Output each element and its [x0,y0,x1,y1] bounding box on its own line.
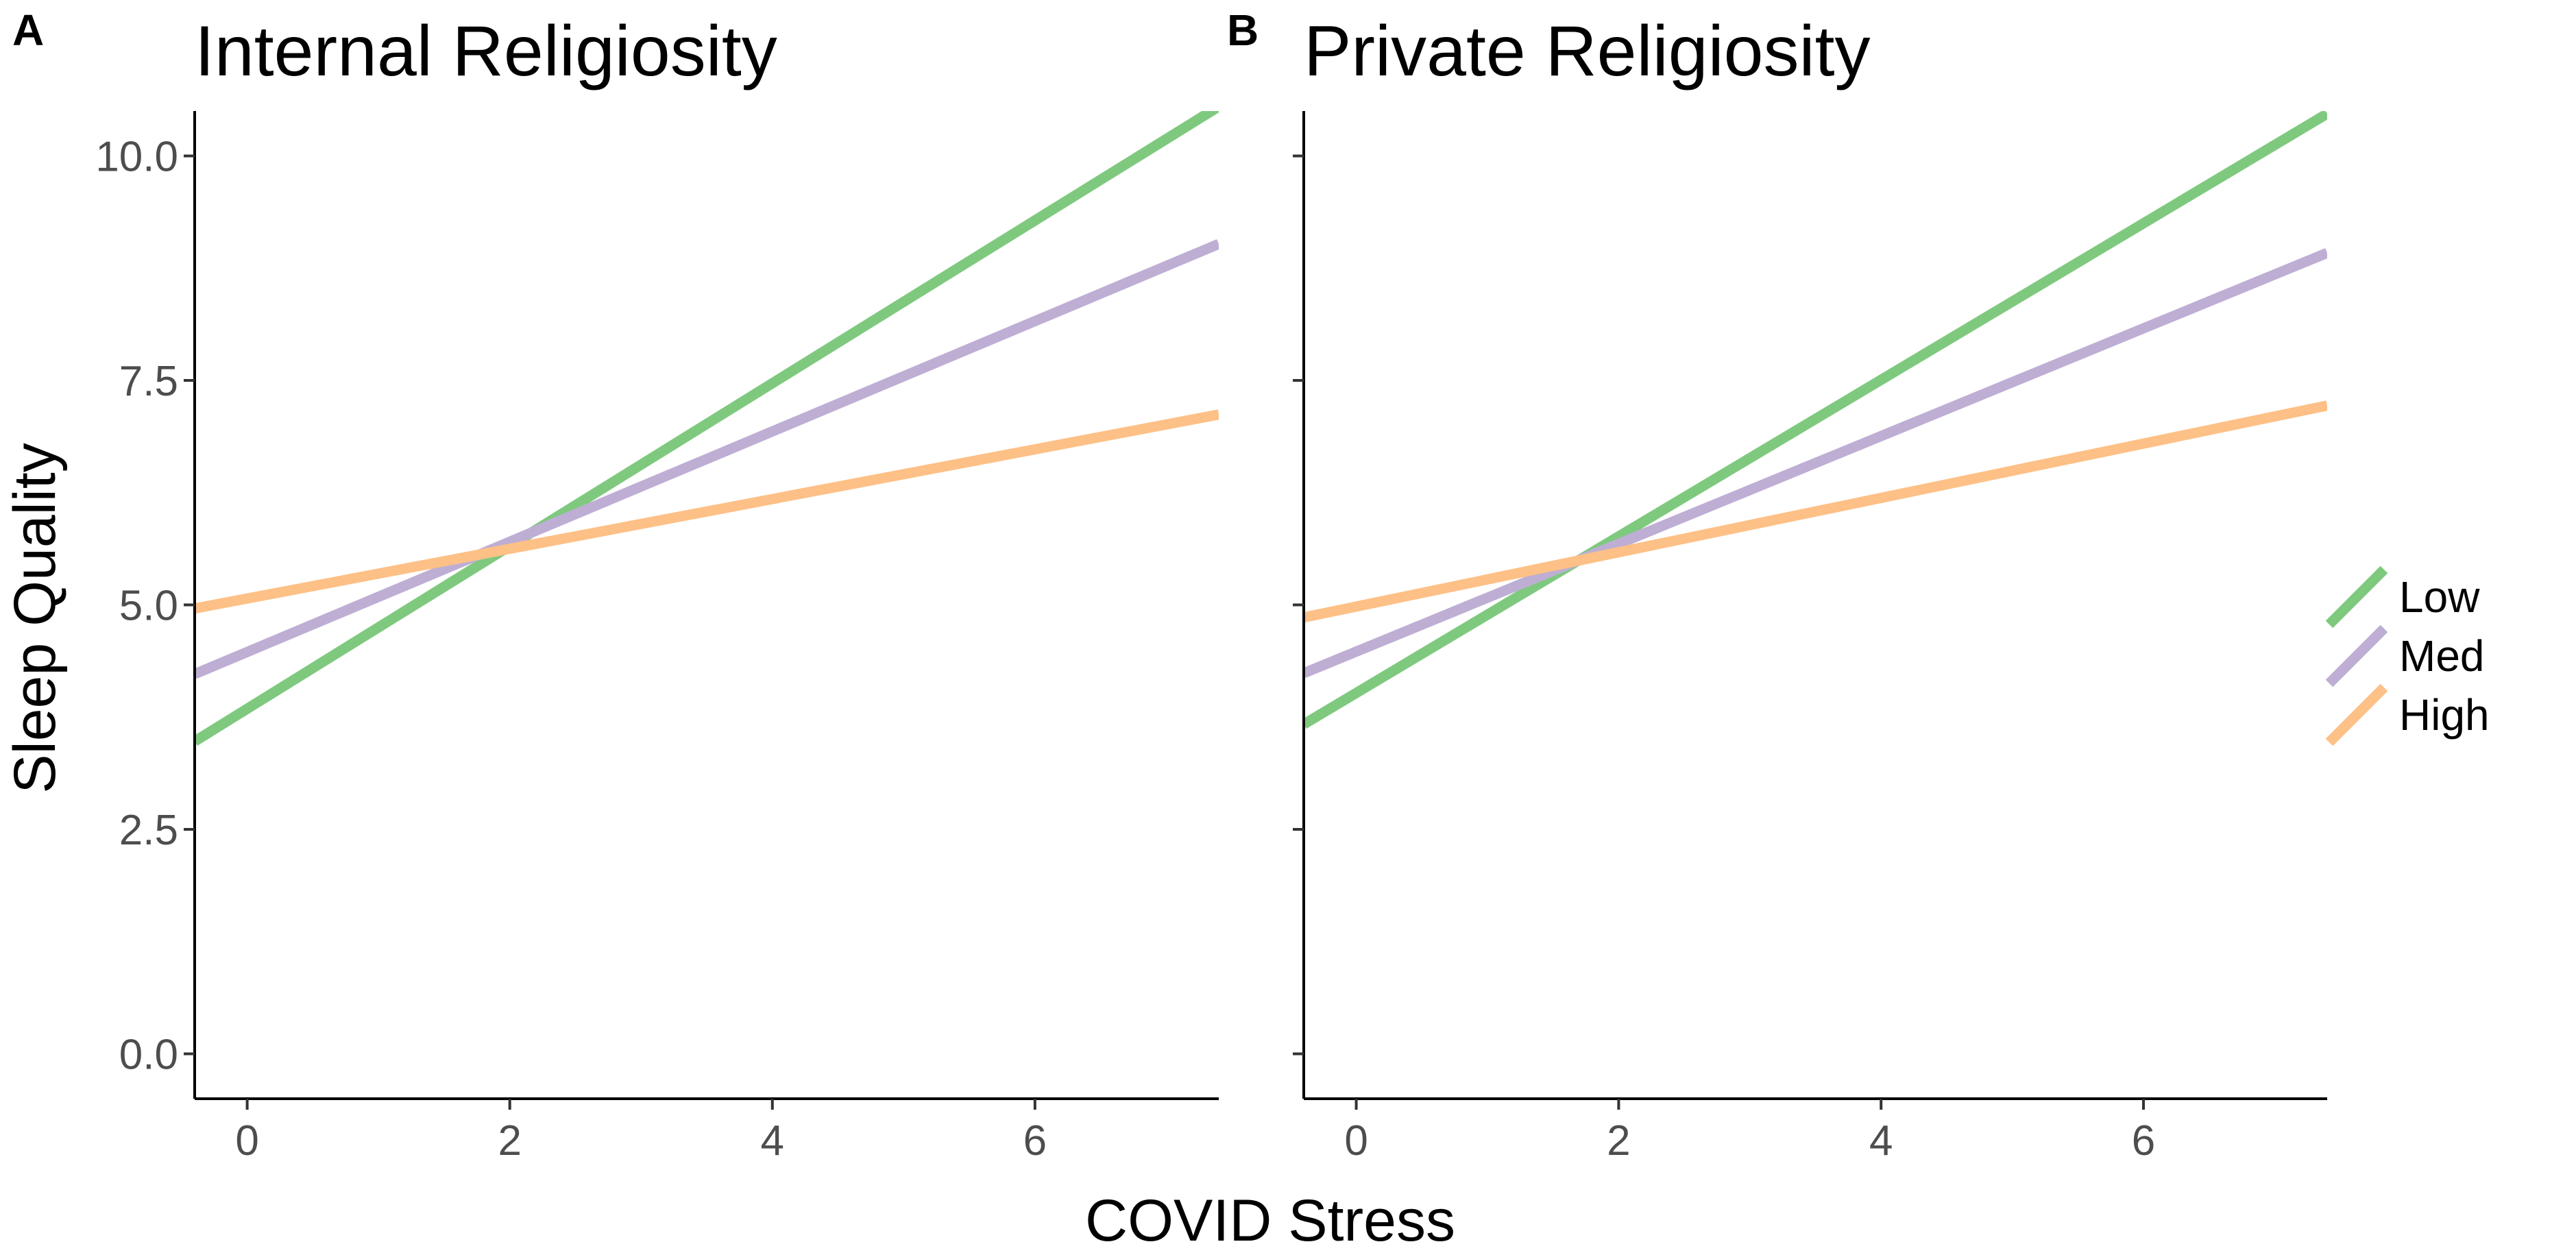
series-line-med [1304,248,2327,679]
x-axis-title: COVID Stress [1085,1188,1455,1254]
y-tick-label: 5.0 [119,583,178,630]
series-line-low [195,111,1219,746]
x-tick-label: 2 [1607,1117,1630,1165]
panel-b-plot: 0 2 4 6 [1293,111,2327,1165]
x-tick-label: 6 [1023,1117,1047,1165]
panel-b-letter: B [1227,5,1259,55]
panel-a-plot: 0 2 4 6 0.0 2.5 5.0 7.5 10.0 [95,111,1219,1165]
series-group [195,111,1219,746]
y-tick-label: 7.5 [119,358,178,405]
legend-label-med: Med [2399,631,2485,681]
panel-b: B Private Religiosity 0 2 4 6 [1227,5,2327,1165]
panel-a-title: Internal Religiosity [195,12,777,91]
legend-label-high: High [2399,690,2490,740]
legend-key-high [2325,683,2388,746]
series-line-low [1304,111,2327,729]
legend: Low Med High [2325,565,2490,746]
panel-a: A Internal Religiosity 0 2 4 6 0.0 2.5 5.0 7.5 1… [12,5,1219,1165]
y-tick-label: 0.0 [119,1032,178,1079]
panel-a-letter: A [12,5,44,55]
series-line-med [195,239,1219,679]
y-axis-title: Sleep Quality [2,443,68,794]
series-line-high [195,409,1219,614]
legend-key-low [2325,565,2388,629]
series-line-high [1304,400,2327,623]
x-tick-label: 0 [235,1117,258,1165]
panel-b-title: Private Religiosity [1304,12,1871,91]
y-tick-label: 10.0 [95,134,178,181]
x-tick-label: 6 [2132,1117,2155,1165]
x-tick-label: 4 [761,1117,784,1165]
x-tick-label: 4 [1869,1117,1893,1165]
x-tick-label: 0 [1344,1117,1368,1165]
legend-key-med [2325,624,2388,687]
legend-label-low: Low [2399,572,2480,622]
series-group [1304,111,2327,729]
x-tick-label: 2 [498,1117,521,1165]
y-tick-label: 2.5 [119,807,178,854]
